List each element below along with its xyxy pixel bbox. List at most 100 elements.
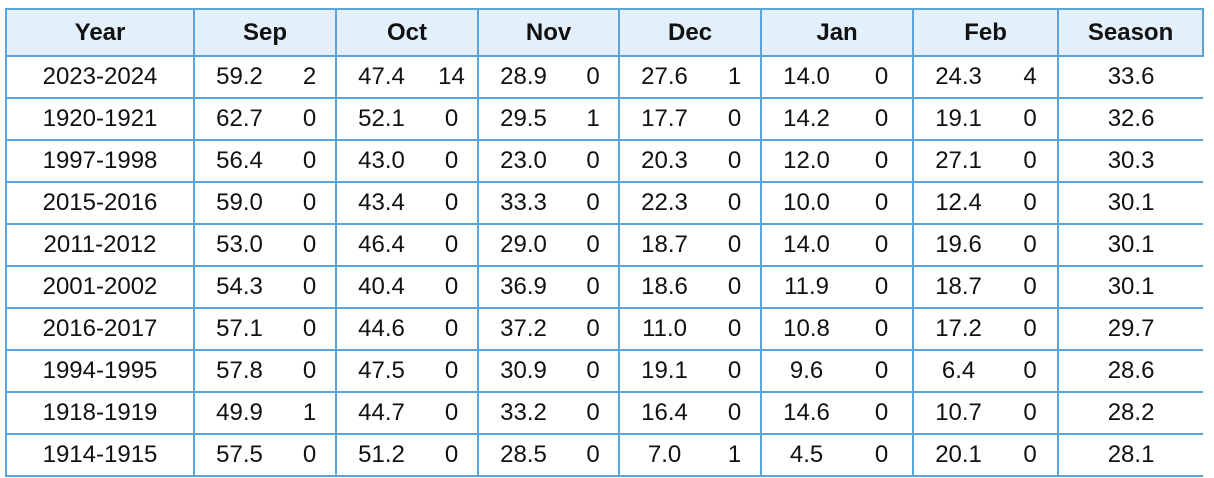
count-cell: 0	[284, 433, 338, 477]
count-cell: 0	[709, 223, 763, 267]
value-cell: 33.3	[477, 181, 569, 225]
value-cell: 59.0	[193, 181, 284, 225]
value-cell: 44.6	[335, 307, 427, 351]
count-cell: 0	[284, 307, 338, 351]
season-cell: 32.6	[1057, 97, 1204, 141]
value-cell: 43.4	[335, 181, 427, 225]
table-row: 1994-1995 57.8 0 47.5 0 30.9 0 19.1 0 9.6 0 6.4 0 28.…	[5, 349, 1204, 393]
count-cell: 0	[568, 349, 621, 393]
column-header: Season	[1057, 8, 1205, 57]
value-cell: 18.7	[618, 223, 710, 267]
value-cell: 14.2	[760, 97, 852, 141]
column-header: Year	[5, 8, 195, 57]
count-cell: 2	[284, 55, 338, 99]
value-cell: 6.4	[912, 349, 1004, 393]
column-header: Jan	[760, 8, 915, 57]
count-cell: 0	[851, 307, 915, 351]
value-cell: 57.8	[193, 349, 284, 393]
count-cell: 1	[284, 391, 338, 435]
value-cell: 62.7	[193, 97, 284, 141]
table-row: 1997-1998 56.4 0 43.0 0 23.0 0 20.3 0 12.0 0 27.1 0 3…	[5, 139, 1204, 183]
year-cell: 1920-1921	[5, 97, 195, 141]
value-cell: 20.3	[618, 139, 710, 183]
table-row: 2015-2016 59.0 0 43.4 0 33.3 0 22.3 0 10.0 0 12.4 0 3…	[5, 181, 1204, 225]
value-cell: 11.9	[760, 265, 852, 309]
season-cell: 30.1	[1057, 265, 1204, 309]
value-cell: 14.0	[760, 55, 852, 99]
table-row: 2023-2024 59.2 2 47.4 14 28.9 0 27.6 1 14.0 0 24.3 4…	[5, 55, 1204, 99]
season-cell: 29.7	[1057, 307, 1204, 351]
value-cell: 4.5	[760, 433, 852, 477]
value-cell: 11.0	[618, 307, 710, 351]
season-cell: 30.1	[1057, 223, 1204, 267]
value-cell: 16.4	[618, 391, 710, 435]
count-cell: 0	[851, 349, 915, 393]
season-cell: 28.1	[1057, 433, 1204, 477]
season-cell: 30.3	[1057, 139, 1204, 183]
value-cell: 47.4	[335, 55, 427, 99]
count-cell: 0	[709, 181, 763, 225]
count-cell: 0	[1003, 181, 1060, 225]
value-cell: 17.2	[912, 307, 1004, 351]
value-cell: 19.6	[912, 223, 1004, 267]
value-cell: 57.1	[193, 307, 284, 351]
count-cell: 0	[709, 391, 763, 435]
value-cell: 18.6	[618, 265, 710, 309]
count-cell: 0	[426, 391, 480, 435]
count-cell: 0	[284, 97, 338, 141]
value-cell: 20.1	[912, 433, 1004, 477]
value-cell: 46.4	[335, 223, 427, 267]
year-cell: 2011-2012	[5, 223, 195, 267]
value-cell: 17.7	[618, 97, 710, 141]
value-cell: 47.5	[335, 349, 427, 393]
table-row: 1918-1919 49.9 1 44.7 0 33.2 0 16.4 0 14.6 0 10.7 0 2…	[5, 391, 1204, 435]
value-cell: 29.5	[477, 97, 569, 141]
value-cell: 29.0	[477, 223, 569, 267]
value-cell: 10.8	[760, 307, 852, 351]
value-cell: 14.6	[760, 391, 852, 435]
year-cell: 2015-2016	[5, 181, 195, 225]
value-cell: 57.5	[193, 433, 284, 477]
count-cell: 0	[1003, 307, 1060, 351]
table-row: 1920-1921 62.7 0 52.1 0 29.5 1 17.7 0 14.2 0 19.1 0 3…	[5, 97, 1204, 141]
count-cell: 0	[568, 307, 621, 351]
table-row: 2011-2012 53.0 0 46.4 0 29.0 0 18.7 0 14.0 0 19.6 0 3…	[5, 223, 1204, 267]
value-cell: 33.2	[477, 391, 569, 435]
value-cell: 9.6	[760, 349, 852, 393]
year-cell: 1918-1919	[5, 391, 195, 435]
count-cell: 0	[1003, 391, 1060, 435]
value-cell: 12.4	[912, 181, 1004, 225]
count-cell: 0	[568, 181, 621, 225]
count-cell: 0	[851, 223, 915, 267]
value-cell: 36.9	[477, 265, 569, 309]
count-cell: 0	[851, 97, 915, 141]
value-cell: 18.7	[912, 265, 1004, 309]
column-header: Feb	[912, 8, 1060, 57]
count-cell: 0	[709, 97, 763, 141]
year-cell: 1994-1995	[5, 349, 195, 393]
value-cell: 40.4	[335, 265, 427, 309]
count-cell: 0	[709, 139, 763, 183]
value-cell: 28.5	[477, 433, 569, 477]
year-cell: 2023-2024	[5, 55, 195, 99]
count-cell: 0	[709, 307, 763, 351]
count-cell: 0	[568, 55, 621, 99]
count-cell: 0	[426, 97, 480, 141]
count-cell: 4	[1003, 55, 1060, 99]
count-cell: 0	[1003, 349, 1060, 393]
value-cell: 27.6	[618, 55, 710, 99]
count-cell: 0	[851, 139, 915, 183]
count-cell: 0	[851, 55, 915, 99]
value-cell: 44.7	[335, 391, 427, 435]
value-cell: 12.0	[760, 139, 852, 183]
value-cell: 37.2	[477, 307, 569, 351]
value-cell: 59.2	[193, 55, 284, 99]
year-cell: 1914-1915	[5, 433, 195, 477]
count-cell: 0	[1003, 265, 1060, 309]
value-cell: 54.3	[193, 265, 284, 309]
count-cell: 0	[426, 223, 480, 267]
value-cell: 23.0	[477, 139, 569, 183]
value-cell: 7.0	[618, 433, 710, 477]
season-cell: 28.6	[1057, 349, 1204, 393]
